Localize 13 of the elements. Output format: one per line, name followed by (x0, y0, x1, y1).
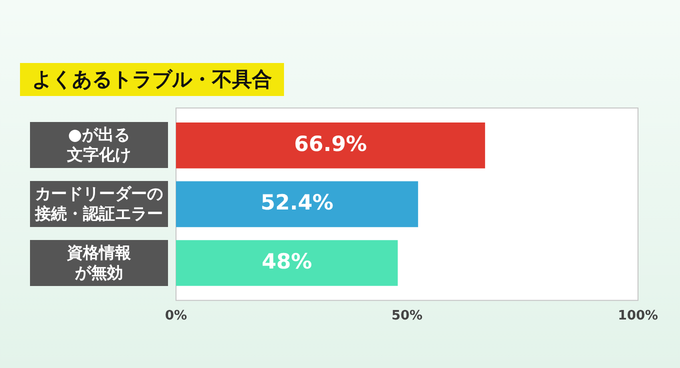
x-tick-label: 0% (164, 308, 188, 324)
y-tick-label: 資格情報が無効 (66, 242, 132, 283)
bar (176, 122, 486, 168)
data-label: 52.4% (260, 190, 334, 215)
x-tick-label: 50% (391, 308, 423, 324)
y-tick-label: ●が出る文字化け (66, 125, 132, 166)
x-tick-label: 100% (618, 308, 658, 324)
bar (176, 240, 398, 286)
bar (176, 181, 418, 228)
data-label: 66.9% (294, 132, 367, 156)
y-tick-label: カードリーダーの接続・認証エラー (34, 184, 164, 224)
data-label: 48% (262, 249, 312, 274)
chart-title: よくあるトラブル・不具合 (20, 63, 284, 96)
